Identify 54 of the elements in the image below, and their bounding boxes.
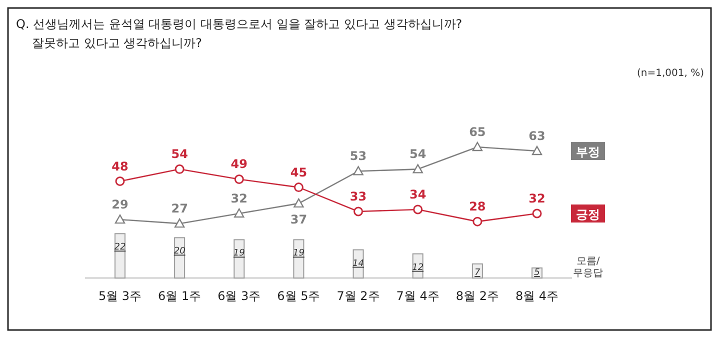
series-name: 모름/무응답 — [573, 256, 603, 279]
data-label: 19 — [293, 248, 304, 259]
x-tick: 6월 1주 — [158, 289, 202, 303]
point — [472, 216, 482, 226]
data-label: 32 — [230, 192, 248, 206]
data-label: 33 — [350, 190, 367, 204]
point — [353, 166, 364, 176]
point — [115, 176, 125, 186]
title: Q. 선생님께서는 윤석열 대통령이 대통령으로서 일을 잘하고 있다고 생각하십니까? 잘못하고 있다고 생각하십니까? — [16, 17, 462, 50]
data-label: 7 — [474, 268, 480, 278]
x-tick: 7월 4주 — [396, 289, 440, 303]
data-label: 53 — [350, 149, 367, 164]
point — [174, 164, 184, 174]
bar — [114, 233, 126, 278]
point — [412, 164, 423, 174]
data-label: 12 — [412, 262, 424, 273]
data-label: 19 — [233, 248, 245, 259]
data-label: 27 — [171, 202, 188, 216]
data-label: 65 — [469, 125, 486, 139]
annotation: (n=1,001, %) — [636, 68, 704, 79]
data-label: 49 — [230, 157, 248, 172]
data-label: 32 — [528, 192, 546, 206]
x-tick: 5월 3주 — [98, 289, 142, 303]
data-label: 63 — [528, 129, 546, 144]
point — [532, 146, 542, 156]
data-label: 45 — [290, 165, 308, 180]
data-label: 37 — [290, 212, 308, 226]
series-name: 부정 — [576, 145, 600, 160]
data-label: 22 — [114, 242, 126, 253]
data-label: 29 — [112, 198, 128, 212]
x-tick: 6월 5주 — [277, 289, 320, 303]
data-label: 34 — [410, 187, 426, 202]
data-label: 14 — [352, 258, 364, 269]
data-label: 5 — [534, 268, 540, 278]
x-tick: 6월 3주 — [218, 289, 261, 303]
data-label: 54 — [171, 147, 188, 162]
data-label: 48 — [112, 159, 128, 174]
point — [532, 208, 542, 218]
point — [234, 174, 244, 184]
data-label: 20 — [174, 246, 186, 257]
point — [413, 204, 423, 214]
point — [472, 142, 483, 152]
x-tick: 8월 4주 — [515, 289, 559, 303]
point — [114, 214, 126, 224]
x-tick: 8월 2주 — [456, 289, 499, 303]
point — [294, 182, 304, 192]
point — [234, 208, 244, 218]
point — [174, 218, 185, 228]
data-label: 54 — [410, 147, 426, 162]
point — [294, 198, 304, 208]
series-name: 긍정 — [576, 208, 600, 222]
x-tick: 7월 2주 — [336, 289, 380, 303]
point — [354, 206, 364, 216]
data-label: 28 — [469, 200, 486, 214]
